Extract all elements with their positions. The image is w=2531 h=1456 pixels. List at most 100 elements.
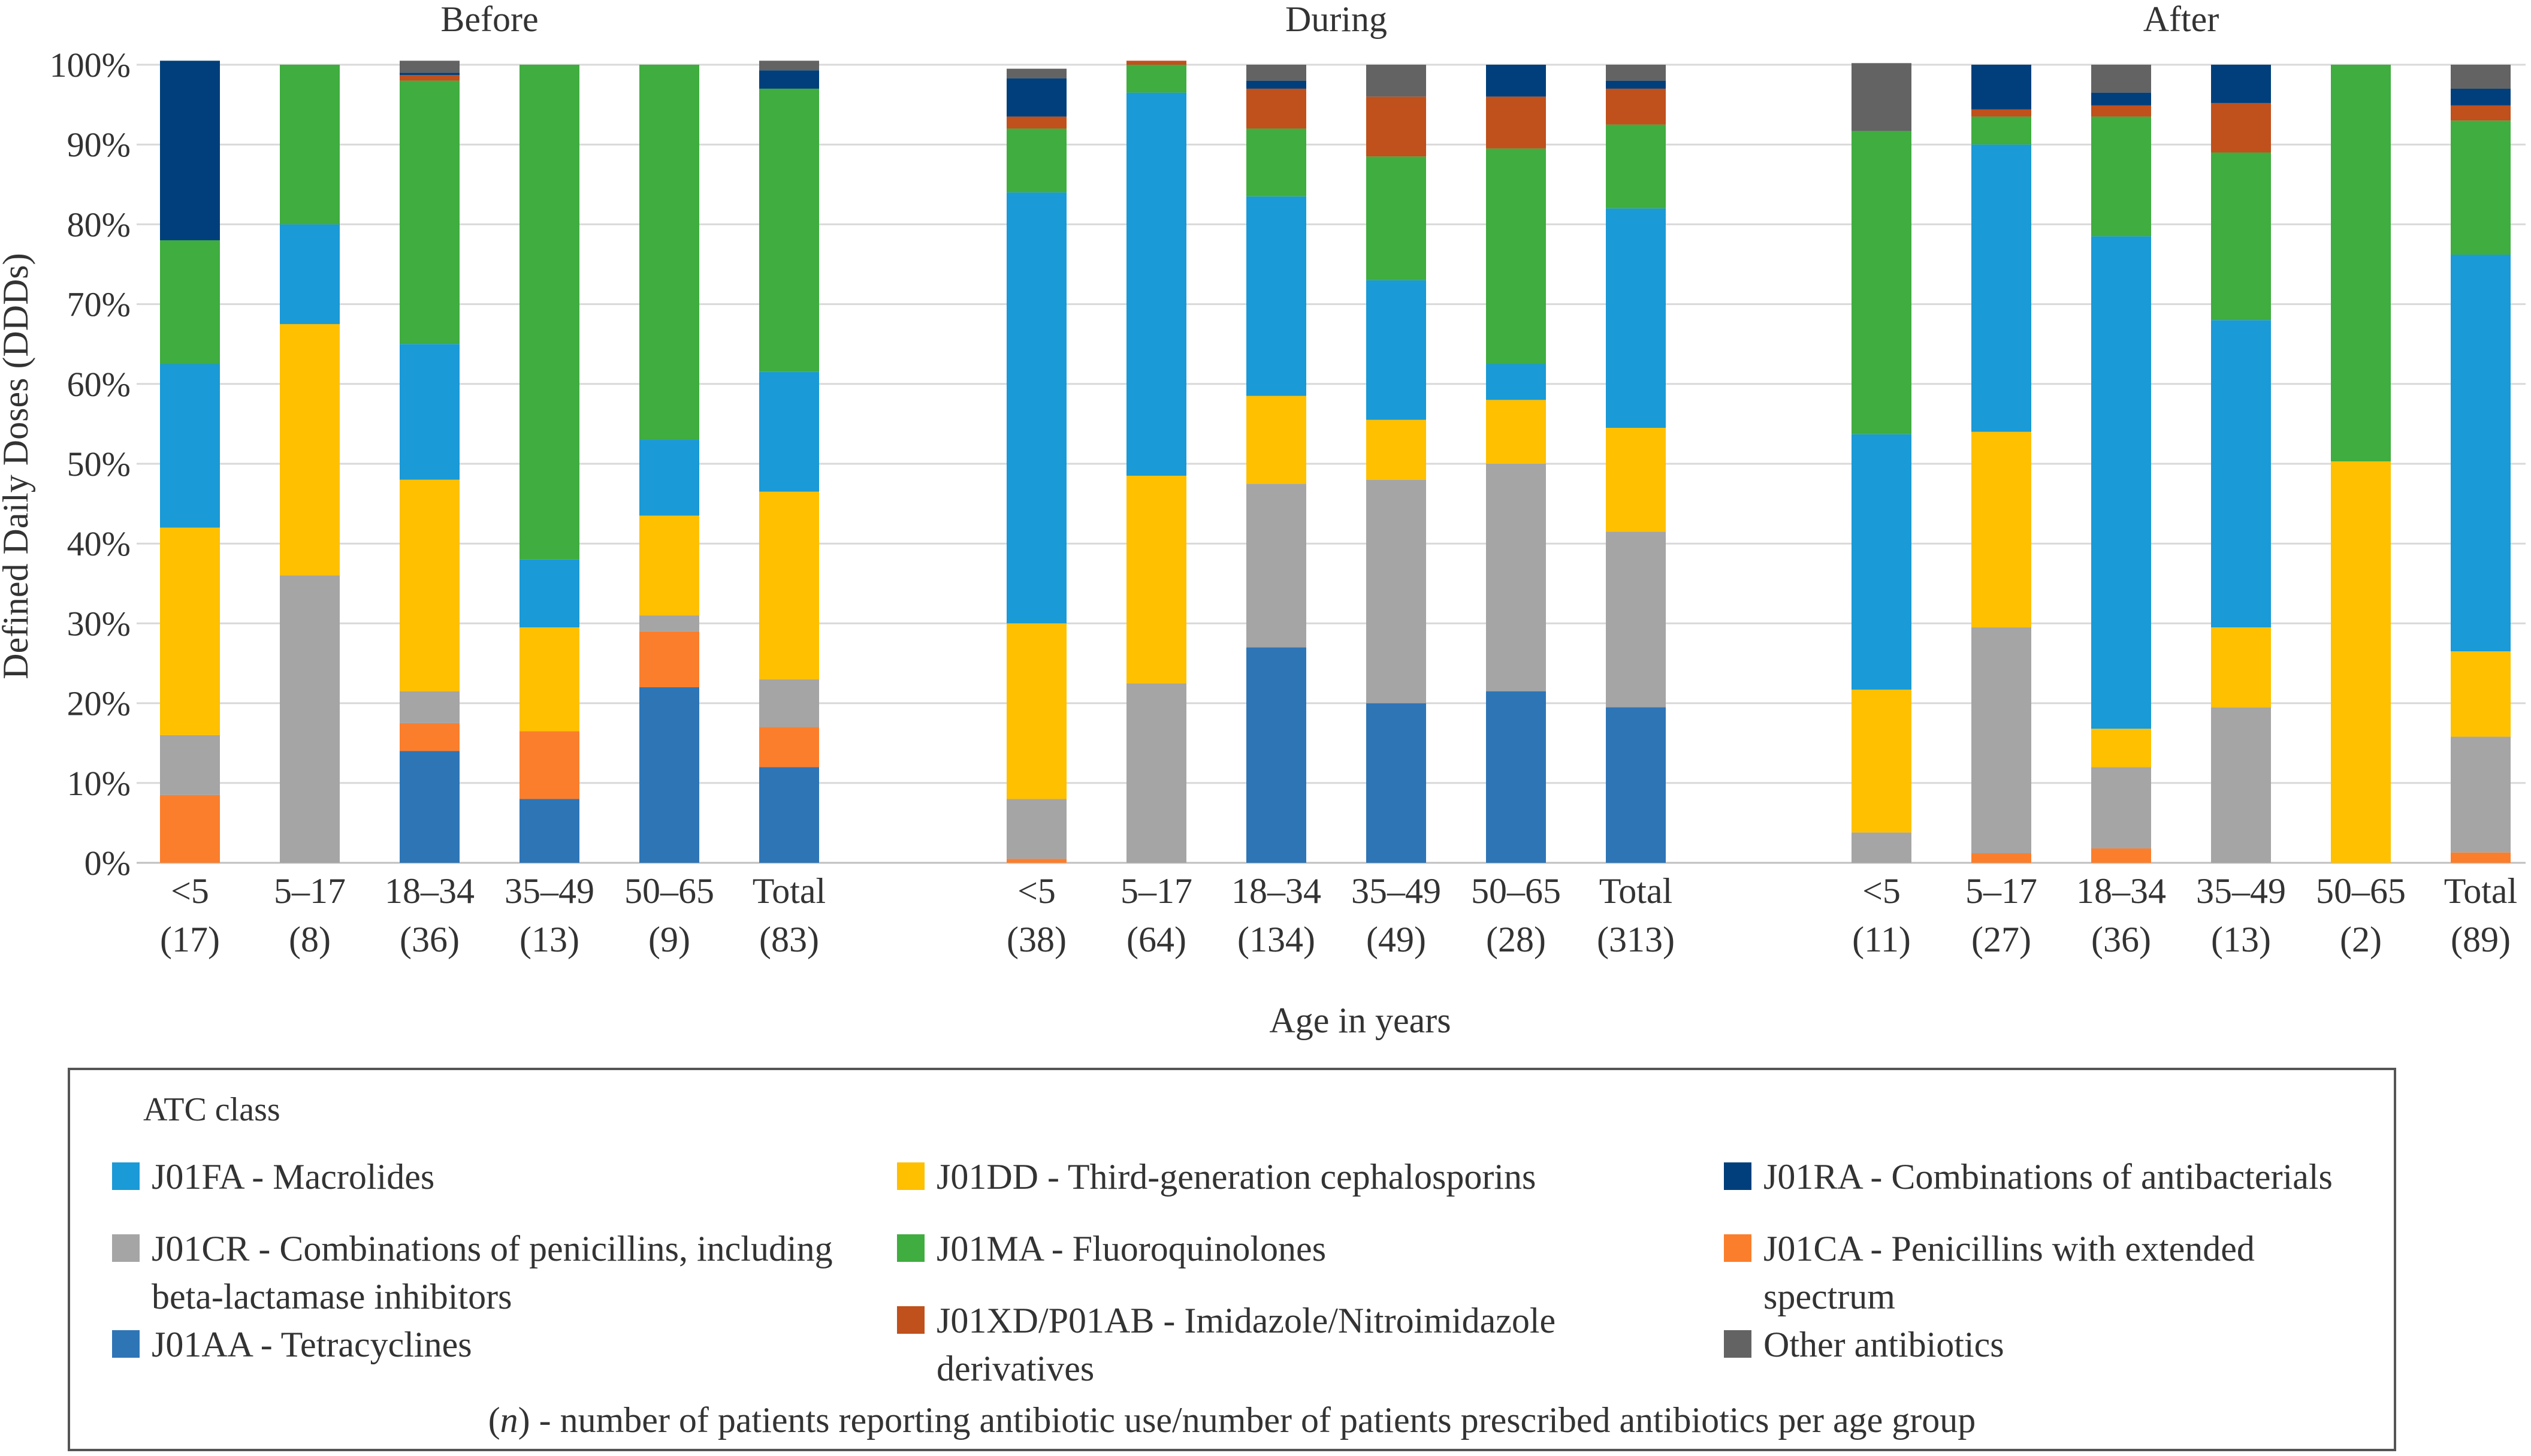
bars — [160, 61, 2511, 863]
bar-segment-j01ca-before — [400, 723, 460, 751]
y-tick-label: 10% — [67, 764, 131, 803]
x-tick-label-n: (11) — [1852, 920, 1911, 959]
bar-segment-j01dd-during — [1246, 395, 1306, 484]
y-tick-label: 90% — [67, 125, 131, 164]
x-tick-label-n: (64) — [1126, 920, 1186, 959]
x-tick-label-age: 35–49 — [1351, 871, 1441, 911]
legend-item-j01xd: J01XD/P01AB - Imidazole/Nitroimidazole d… — [897, 1297, 1676, 1392]
bar-segment-j01fa-after — [2211, 320, 2271, 628]
bar-segment-j01xd-during — [1007, 116, 1067, 129]
bar-segment-j01cr-during — [1606, 531, 1666, 708]
bar-segment-j01fa-before — [759, 371, 819, 492]
bar-segment-j01dd-during — [1606, 428, 1666, 532]
bar-segment-j01ma-during — [1486, 148, 1546, 364]
bar-segment-other-before — [759, 61, 819, 71]
bar-segment-j01dd-during — [1007, 623, 1067, 799]
bar-segment-j01dd-after — [2091, 729, 2151, 768]
y-tick-label: 100% — [50, 46, 131, 84]
x-tick-label-age: <5 — [171, 871, 209, 911]
x-tick-labels: <5 (17) 5–17 (8) 18–34 (36) 35–49 (13) 50–65 (9) T… — [160, 871, 2517, 959]
y-tick-label: 0% — [84, 844, 131, 883]
x-tick-label-age: 18–34 — [2076, 871, 2166, 911]
y-tick-label: 70% — [67, 285, 131, 324]
legend-swatch — [897, 1162, 925, 1190]
x-tick-label-age: Total — [753, 871, 826, 911]
bar-segment-j01aa-before — [759, 767, 819, 863]
bar-segment-j01fa-before — [639, 440, 699, 516]
x-tick-label-n: (9) — [648, 920, 690, 959]
bar-segment-j01fa-during — [1126, 92, 1186, 476]
bar-segment-j01aa-during — [1246, 647, 1306, 863]
x-tick-label-n: (8) — [289, 920, 331, 959]
bar-segment-j01cr-before — [280, 575, 340, 863]
legend-label: J01RA - Combinations of antibacterials — [1763, 1157, 2333, 1197]
x-tick-label-age: Total — [2444, 871, 2517, 911]
legend-label: J01AA - Tetracyclines — [152, 1325, 472, 1364]
bar-segment-j01ca-before — [520, 731, 579, 799]
bar-segment-j01ra-during — [1007, 78, 1067, 117]
bar-segment-j01ca-during — [1007, 859, 1067, 863]
bar-segment-j01ra-during — [1486, 65, 1546, 97]
bar-segment-j01cr-after — [2451, 736, 2511, 853]
legend-item-j01ra: J01RA - Combinations of antibacterials — [1724, 1153, 2383, 1201]
bar-segment-j01cr-during — [1007, 799, 1067, 859]
legend-item-j01cr: J01CR - Combinations of penicillins, inc… — [112, 1225, 867, 1321]
legend-label: J01MA - Fluoroquinolones — [937, 1229, 1327, 1268]
x-tick-label-n: (36) — [400, 920, 460, 959]
panel-title: After — [2143, 0, 2219, 39]
bar-segment-j01fa-during — [1606, 208, 1666, 428]
legend-title: ATC class — [143, 1091, 280, 1128]
y-tick-label: 50% — [67, 445, 131, 484]
bar-segment-other-after — [2091, 65, 2151, 93]
bar-segment-j01ca-before — [759, 727, 819, 768]
bar-segment-j01dd-after — [2331, 461, 2391, 863]
x-tick-label-n: (28) — [1486, 920, 1546, 959]
legend: ATC class J01FA - Macrolides J01CR - Comb… — [68, 1068, 2396, 1451]
bar-segment-j01ma-before — [400, 80, 460, 345]
bar-segment-j01dd-before — [280, 324, 340, 576]
bar-segment-j01ca-before — [639, 631, 699, 687]
bar-segment-j01aa-before — [400, 751, 460, 863]
bar-segment-j01ca-after — [2451, 852, 2511, 863]
x-tick-label-age: 5–17 — [1965, 871, 2037, 911]
x-tick-label-n: (83) — [759, 920, 819, 959]
bar-segment-j01cr-after — [2091, 767, 2151, 849]
bar-segment-j01fa-before — [400, 344, 460, 480]
bar-segment-j01ca-before — [160, 795, 220, 863]
legend-item-j01ca: J01CA - Penicillins with extended spectr… — [1724, 1225, 2383, 1321]
bar-segment-j01fa-during — [1007, 192, 1067, 624]
bar-segment-j01xd-during — [1366, 96, 1426, 157]
legend-swatch — [112, 1234, 140, 1262]
bar-segment-j01dd-after — [1852, 689, 1911, 833]
bar-segment-j01ca-after — [1971, 853, 2031, 863]
legend-note-n: n — [500, 1400, 518, 1440]
bar-segment-j01cr-before — [639, 615, 699, 632]
x-tick-label-age: 50–65 — [1471, 871, 1561, 911]
bar-segment-other-before — [400, 61, 460, 73]
bar-segment-j01xd-during — [1606, 88, 1666, 125]
bar-segment-j01ra-during — [1246, 80, 1306, 89]
bar-segment-j01ma-after — [1852, 131, 1911, 434]
bar-segment-j01cr-after — [2211, 707, 2271, 863]
bar-segment-j01ma-before — [280, 65, 340, 225]
x-tick-label-age: <5 — [1017, 871, 1056, 911]
legend-swatch — [1724, 1162, 1751, 1190]
bar-segment-j01cr-during — [1486, 464, 1546, 691]
bar-segment-j01fa-during — [1486, 364, 1546, 400]
bar-segment-j01aa-during — [1366, 703, 1426, 863]
legend-item-other: Other antibiotics — [1724, 1321, 2383, 1369]
x-tick-label-n: (134) — [1237, 920, 1315, 959]
bar-segment-j01dd-before — [639, 515, 699, 616]
bar-segment-j01xd-before — [400, 75, 460, 81]
x-tick-label-age: 50–65 — [2316, 871, 2406, 911]
bar-segment-j01aa-during — [1486, 691, 1546, 863]
bar-segment-j01dd-during — [1486, 400, 1546, 464]
x-tick-label-age: 35–49 — [505, 871, 594, 911]
bar-segment-other-during — [1606, 65, 1666, 81]
bar-segment-j01ma-before — [759, 88, 819, 372]
bar-segment-j01fa-after — [1852, 434, 1911, 690]
gridlines — [137, 64, 2526, 864]
legend-note: (n) - number of patients reporting antib… — [488, 1400, 1976, 1440]
x-tick-label-age: 5–17 — [1120, 871, 1192, 911]
x-tick-label-n: (38) — [1007, 920, 1067, 959]
